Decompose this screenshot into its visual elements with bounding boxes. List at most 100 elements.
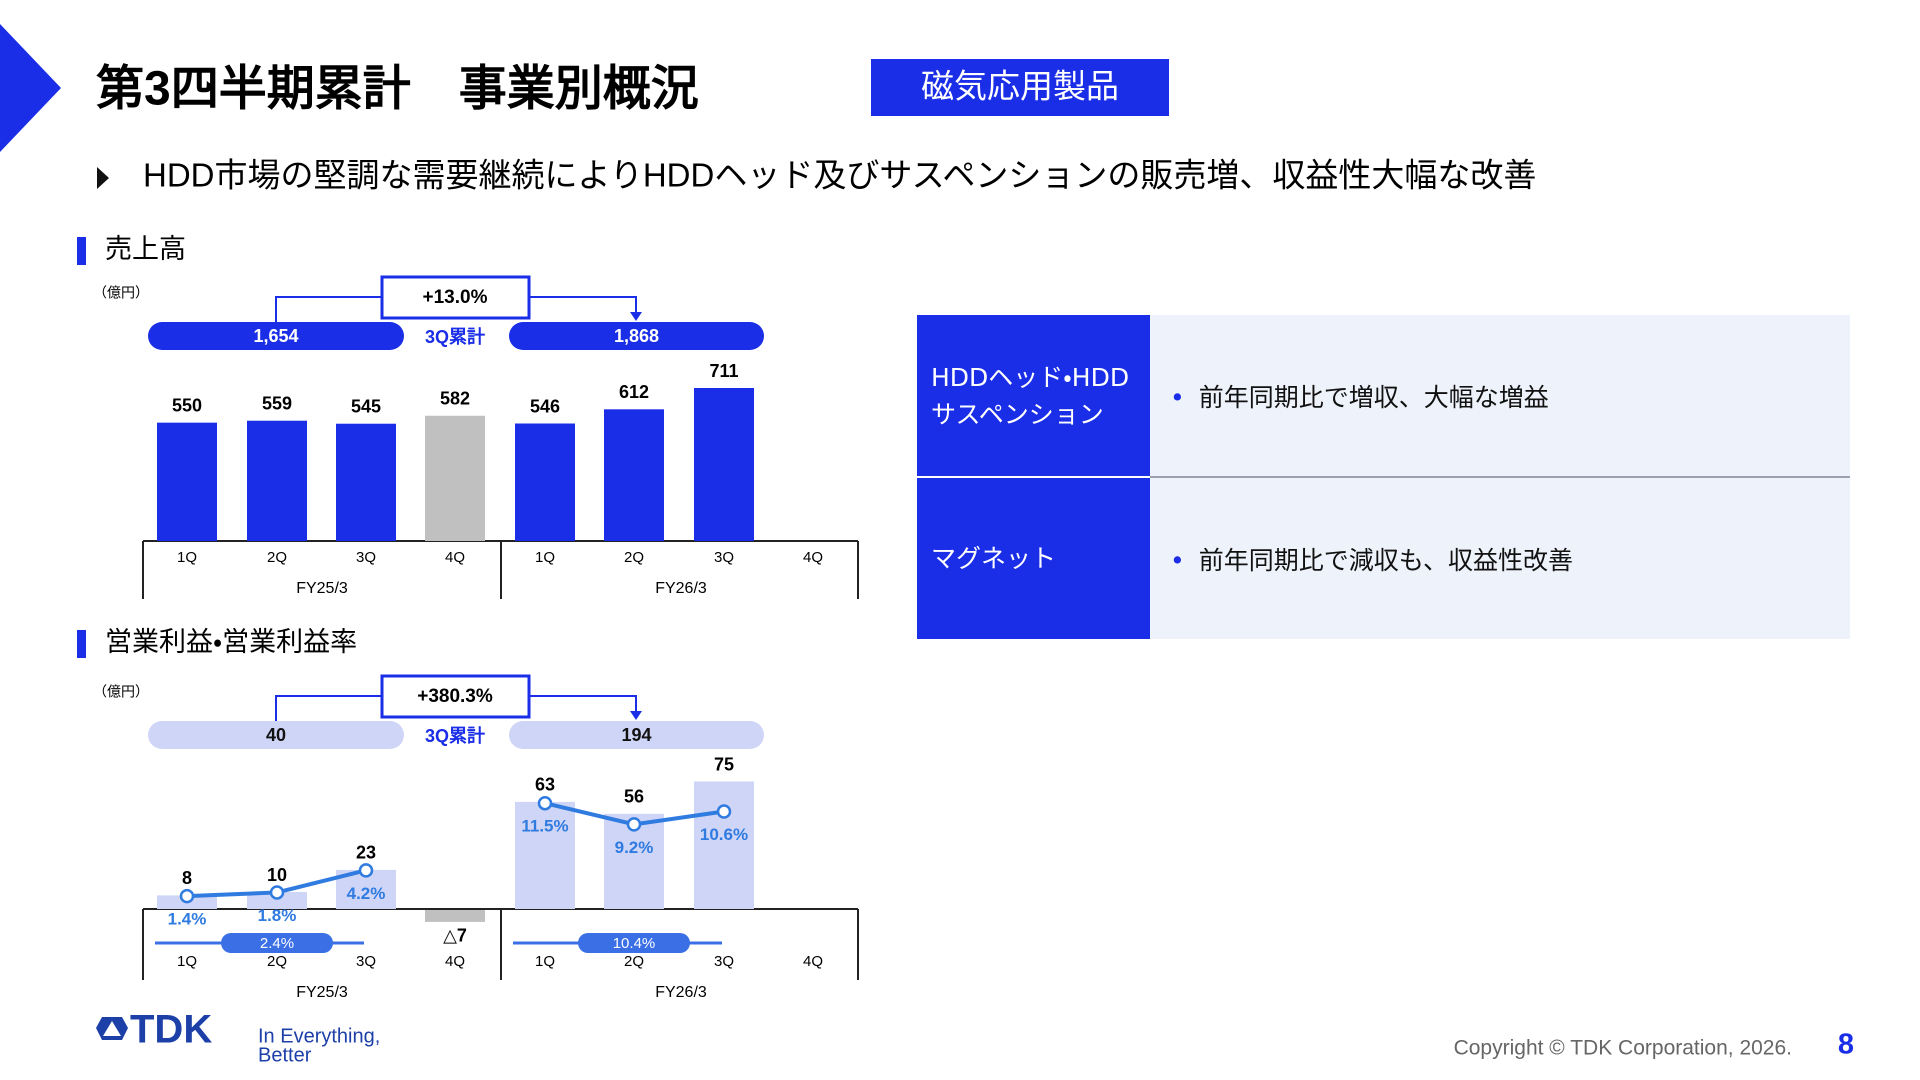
page-number: 8 (1838, 1029, 1854, 1061)
category-label: 1Q (535, 953, 555, 970)
row-header: マグネット (917, 478, 1150, 639)
section-marker (77, 237, 86, 265)
bar-value: 545 (351, 396, 381, 416)
segment-label: 磁気応用製品 (921, 68, 1119, 105)
bar-value: △7 (443, 926, 467, 946)
bar-value: 10 (267, 865, 287, 885)
rate-label: 1.4% (168, 910, 207, 929)
summary-bullet (97, 167, 109, 189)
group-label: FY26/3 (655, 984, 707, 1001)
logo-emblem-inner (103, 1021, 121, 1036)
change-label: +13.0% (423, 287, 488, 308)
category-label: 2Q (624, 549, 644, 566)
cumulative-label: 3Q累計 (425, 725, 485, 746)
callout-line (275, 296, 382, 322)
rate-label: 11.5% (521, 817, 568, 836)
callout-arrow (630, 711, 642, 720)
category-label: 3Q (714, 953, 734, 970)
cumulative-value: 1,868 (614, 326, 659, 346)
cumulative-value: 1,654 (253, 326, 298, 346)
rate-label: 1.8% (258, 906, 297, 925)
rate-cumulative-pill (578, 933, 690, 953)
bar (515, 801, 575, 909)
tagline-1: In Everything, (258, 1025, 380, 1047)
callout-line (529, 695, 637, 712)
category-label: 3Q (356, 953, 376, 970)
cumulative-label: 3Q累計 (425, 326, 485, 347)
row-text: 前年同期比で増収、大幅な増益 (1170, 378, 1549, 414)
cumulative-value: 40 (266, 725, 286, 745)
table-row: HDDヘッド・HDDサスペンション 前年同期比で増収、大幅な増益 (917, 315, 1850, 476)
rate-point (179, 888, 195, 904)
category-label: 3Q (714, 549, 734, 566)
bar (694, 388, 754, 541)
change-label: +380.3% (417, 686, 493, 707)
bar (515, 423, 575, 541)
bar (247, 892, 307, 909)
category-label: 2Q (267, 549, 287, 566)
rate-cumulative-pill (221, 933, 333, 953)
rate-cumulative-label: 10.4% (613, 935, 656, 952)
section-marker (77, 630, 86, 658)
category-label: 2Q (624, 953, 644, 970)
rate-point (626, 817, 642, 832)
group-label: FY26/3 (655, 580, 707, 597)
cumulative-pill (148, 721, 404, 749)
bar (157, 422, 217, 541)
bar-value: 23 (356, 843, 376, 863)
tagline-2: Better (258, 1044, 312, 1066)
group-label: FY25/3 (296, 580, 348, 597)
segment-table: HDDヘッド・HDDサスペンション 前年同期比で増収、大幅な増益 マグネット 前… (917, 315, 1850, 639)
row-text: 前年同期比で減収も、収益性改善 (1170, 541, 1573, 577)
rate-label: 10.6% (700, 825, 748, 844)
category-label: 4Q (803, 549, 823, 566)
callout-line (275, 695, 382, 721)
bar-value: 612 (619, 382, 649, 402)
category-label: 3Q (356, 549, 376, 566)
chart-title: 売上高 (105, 234, 186, 264)
rate-point (358, 863, 374, 878)
slide-title: 第3四半期累計 事業別概況 (96, 63, 699, 116)
row-header: HDDヘッド・HDDサスペンション (917, 315, 1150, 476)
callout-arrow (630, 312, 642, 321)
cumulative-pill (509, 322, 764, 350)
change-box (380, 275, 531, 320)
row-cell: 前年同期比で減収も、収益性改善 (1150, 476, 1850, 639)
bar (336, 423, 396, 541)
rate-label: 9.2% (615, 838, 654, 857)
bar-value: 8 (182, 868, 192, 888)
bar (247, 420, 307, 541)
cumulative-value: 194 (621, 725, 651, 745)
bar-value: 559 (262, 393, 292, 413)
bar-value: 711 (709, 361, 738, 381)
bar (694, 781, 754, 909)
unit-label: （億円） (93, 285, 149, 301)
cumulative-pill (148, 322, 404, 350)
rate-point (269, 885, 285, 900)
category-label: 4Q (445, 953, 465, 970)
bar (604, 409, 664, 541)
brand: TDK (130, 1008, 212, 1052)
bar (425, 415, 485, 541)
bar-value: 582 (440, 389, 470, 409)
change-box (380, 674, 531, 719)
table-row: マグネット 前年同期比で減収も、収益性改善 (917, 476, 1850, 639)
copyright: Copyright © TDK Corporation, 2026. (1454, 1037, 1792, 1060)
category-label: 2Q (267, 953, 287, 970)
category-label: 4Q (803, 953, 823, 970)
bar-value: 75 (714, 754, 734, 774)
row-cell: 前年同期比で増収、大幅な増益 (1150, 315, 1850, 476)
category-label: 1Q (177, 953, 197, 970)
category-label: 1Q (535, 549, 555, 566)
category-label: 1Q (177, 549, 197, 566)
cumulative-pill (509, 721, 764, 749)
unit-label: （億円） (93, 684, 149, 700)
bar-value: 550 (172, 395, 202, 415)
rate-point (537, 795, 553, 811)
rate-point (716, 804, 732, 819)
rate-label: 4.2% (347, 884, 386, 903)
chart-title: 営業利益・営業利益率 (105, 627, 357, 657)
bar-value: 56 (624, 787, 644, 807)
